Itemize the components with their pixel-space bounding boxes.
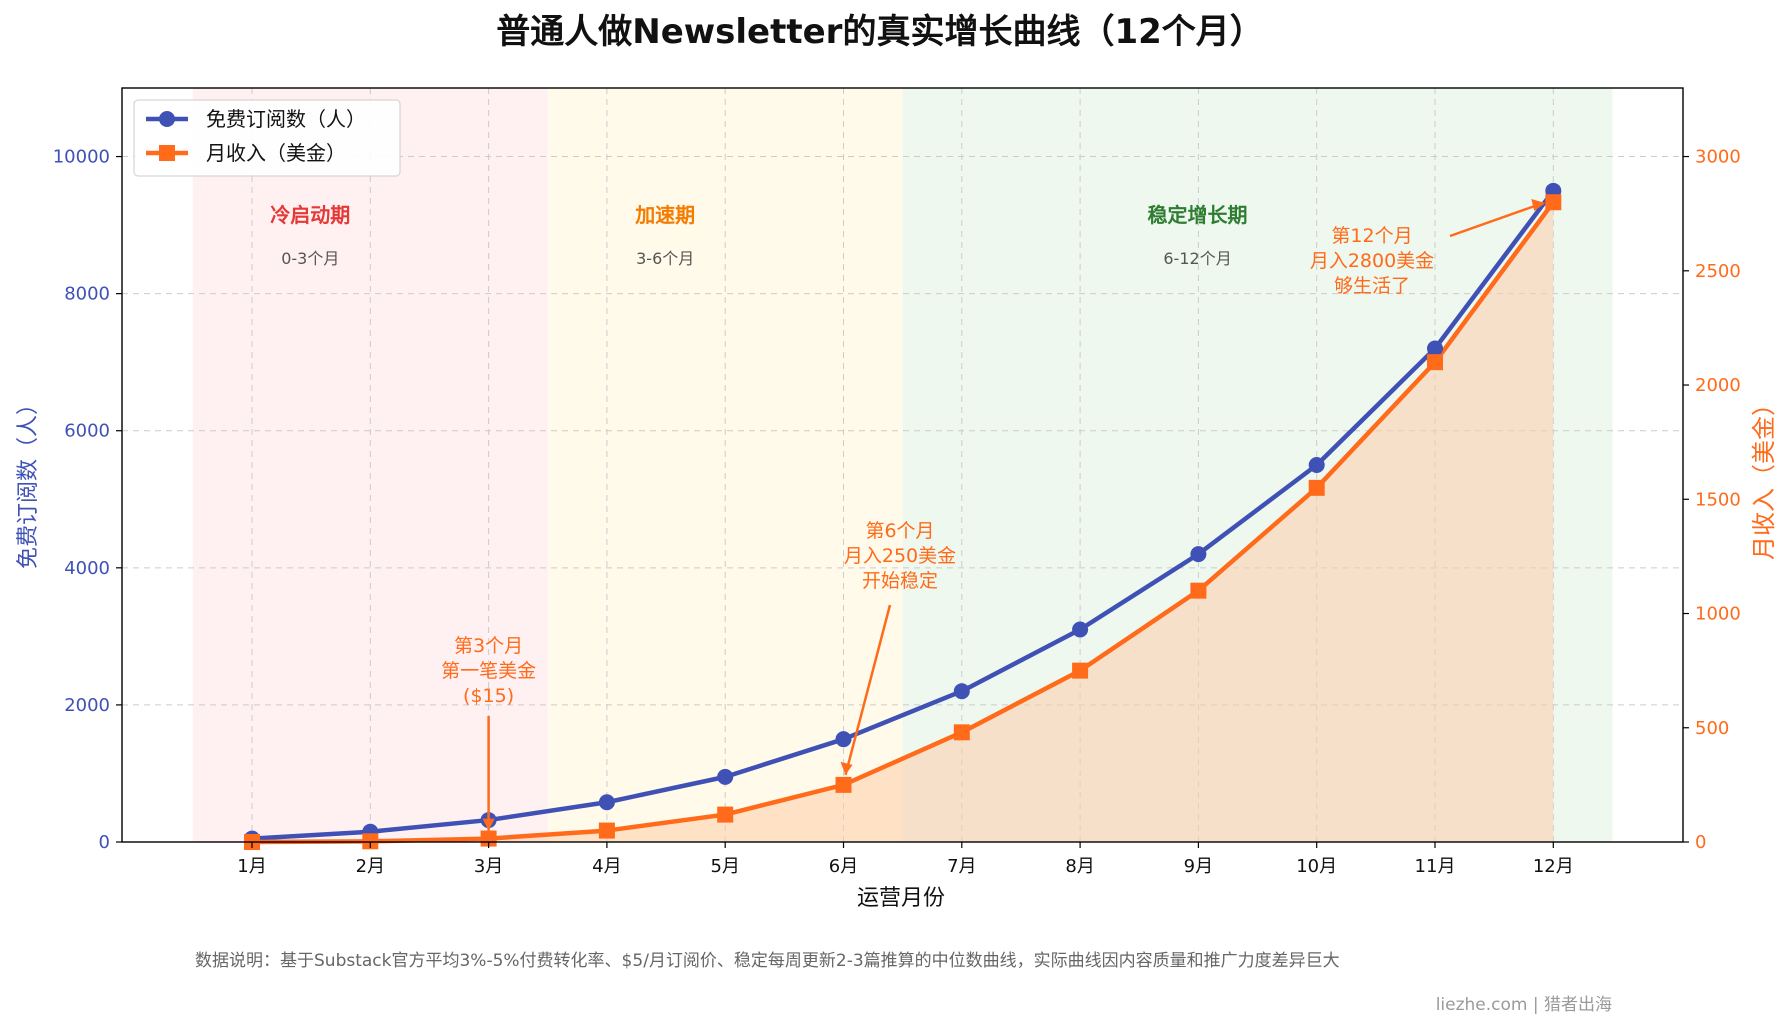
y-left-tick-label: 10000 (53, 147, 110, 168)
x-axis-title: 运营月份 (857, 886, 945, 911)
annotation-3-arrowhead (1531, 199, 1546, 211)
subscribers-point (1427, 340, 1443, 357)
legend-subscribers-marker (159, 111, 175, 127)
y-axis-left-title: 免费订阅数（人） (16, 393, 41, 569)
revenue-line (251, 200, 1556, 845)
x-tick-label: 2月 (356, 856, 385, 877)
x-tick-label: 12月 (1533, 856, 1574, 877)
revenue-point (717, 806, 734, 823)
subscribers-point (717, 768, 734, 785)
subscribers-line (251, 189, 1556, 841)
x-tick-label: 6月 (829, 856, 858, 877)
revenue-point (1190, 582, 1207, 599)
chart-title: 普通人做Newsletter的真实增长曲线（12个月） (496, 12, 1264, 52)
subscribers-point (953, 683, 970, 700)
subscribers-point (835, 731, 852, 748)
legend-revenue-label: 月收入（美金） (206, 141, 346, 165)
legend-box (133, 99, 401, 177)
subscribers-point (1190, 546, 1207, 563)
subscribers-point (1072, 621, 1089, 638)
phase-range-3: 6-12个月 (1163, 249, 1231, 268)
y-right-tick-label: 1500 (1695, 489, 1741, 510)
annotation-2-line: 开始稳定 (862, 570, 938, 592)
y-left-tick-label: 2000 (64, 695, 110, 716)
y-left-tick-label: 4000 (64, 558, 110, 579)
x-tick-label: 9月 (1184, 856, 1213, 877)
legend-revenue-marker (159, 145, 175, 161)
watermark: liezhe.com | 猎者出海 (1435, 995, 1612, 1015)
annotation-3-line: 够生活了 (1334, 275, 1410, 297)
y-left-tick-label: 0 (99, 832, 110, 853)
y-right-tick-label: 2000 (1695, 375, 1741, 396)
data-footnote: 数据说明：基于Substack官方平均3%-5%付费转化率、$5/月订阅价、稳定… (195, 951, 1340, 971)
annotation-2-line: 第6个月 (865, 520, 934, 542)
annotation-2-line: 月入250美金 (844, 545, 956, 567)
x-tick-label: 4月 (592, 856, 621, 877)
legend-subscribers-label: 免费订阅数（人） (206, 107, 366, 131)
phase-label-3: 稳定增长期 (1148, 203, 1248, 227)
revenue-area (252, 202, 1554, 842)
annotation-2-arrowhead (840, 761, 853, 775)
subscribers-point (1308, 457, 1325, 473)
annotation-1-line: 第一笔美金 (441, 660, 536, 682)
y-left-tick-label: 6000 (64, 421, 110, 442)
annotation-3-line: 月入2800美金 (1310, 250, 1434, 272)
annotation-1-line: 第3个月 (454, 635, 523, 657)
annotation-3-arrow (1449, 201, 1544, 238)
revenue-point (953, 724, 970, 741)
phase-range-1: 0-3个月 (281, 249, 339, 268)
y-left-tick-label: 8000 (64, 284, 110, 305)
revenue-point (1545, 194, 1562, 211)
annotation-3-line: 第12个月 (1331, 225, 1412, 247)
y-right-tick-label: 1000 (1695, 604, 1741, 625)
revenue-point (1308, 479, 1325, 496)
annotation-1-line: ($15) (463, 685, 514, 707)
annotation-2-arrow (844, 604, 892, 776)
annotation-1-arrowhead (482, 818, 495, 831)
x-tick-label: 5月 (710, 856, 739, 877)
x-tick-label: 11月 (1415, 856, 1456, 877)
y-right-tick-label: 0 (1695, 832, 1706, 853)
y-right-tick-label: 500 (1695, 718, 1729, 739)
revenue-point (1072, 662, 1089, 679)
x-tick-label: 1月 (237, 856, 266, 877)
plot-frame (121, 87, 1684, 843)
revenue-point (598, 822, 615, 839)
revenue-point (1427, 354, 1443, 371)
subscribers-point (598, 794, 615, 811)
phase-range-2: 3-6个月 (636, 249, 694, 268)
y-axis-right-title: 月收入（美金） (1750, 392, 1778, 560)
phase-label-1: 冷启动期 (270, 203, 350, 227)
revenue-point (835, 776, 852, 793)
x-tick-label: 3月 (474, 856, 503, 877)
y-right-tick-label: 2500 (1695, 261, 1741, 282)
legend: 免费订阅数（人） 月收入（美金） (133, 99, 401, 177)
x-tick-label: 8月 (1065, 856, 1094, 877)
x-tick-label: 7月 (947, 856, 976, 877)
x-tick-label: 10月 (1296, 856, 1337, 877)
phase-label-2: 加速期 (634, 203, 695, 227)
y-right-tick-label: 3000 (1695, 147, 1741, 168)
